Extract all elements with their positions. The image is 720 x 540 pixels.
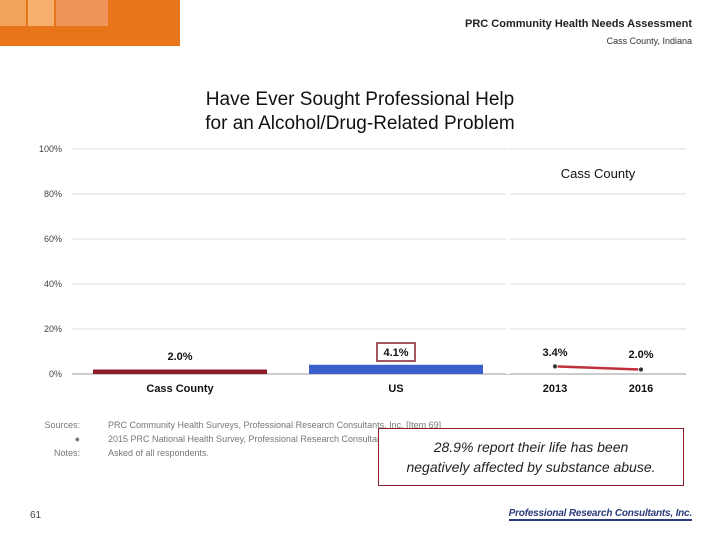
callout-line-1: 28.9% report their life has been bbox=[433, 439, 629, 455]
sources-text-2: 2015 PRC National Health Survey, Profess… bbox=[108, 434, 409, 444]
y-tick-label: 20% bbox=[44, 324, 62, 334]
chart-title-line-2: for an Alcohol/Drug-Related Problem bbox=[205, 113, 515, 134]
series-label: Cass County bbox=[561, 166, 636, 181]
trend-point bbox=[638, 366, 644, 373]
bar-data-label-box bbox=[376, 342, 416, 362]
bar-and-trend-chart: 0% 20% 40% 60% 80% 100% Cass County US 2.0% 4.1% 2… bbox=[39, 144, 686, 395]
x-year-label: 2016 bbox=[629, 383, 653, 395]
trend-line bbox=[554, 365, 642, 371]
callout-box: 28.9% report their life has been negativ… bbox=[378, 428, 684, 486]
sources-text-1: PRC Community Health Surveys, Profession… bbox=[108, 420, 442, 430]
x-category-label: US bbox=[388, 383, 403, 395]
bar-data-label: 2.0% bbox=[167, 351, 192, 363]
banner-square bbox=[56, 0, 108, 26]
callout-line-2: negatively affected by substance abuse. bbox=[406, 459, 656, 475]
chart-title-line-1: Have Ever Sought Professional Help bbox=[205, 89, 515, 110]
bar-data-label: 4.1% bbox=[383, 347, 408, 359]
bullet: ● bbox=[74, 434, 80, 444]
page-number: 61 bbox=[30, 510, 42, 521]
x-category-label: Cass County bbox=[146, 383, 214, 395]
bar bbox=[309, 364, 483, 374]
x-year-label: 2013 bbox=[543, 383, 567, 395]
y-tick-label: 80% bbox=[44, 189, 62, 199]
y-tick-label: 100% bbox=[39, 144, 62, 154]
company-logo: Professional Research Consultants, Inc. bbox=[508, 508, 692, 521]
header-banner bbox=[0, 0, 180, 46]
trend-data-label: 3.4% bbox=[542, 347, 567, 359]
report-title: PRC Community Health Needs Assessment bbox=[465, 18, 692, 30]
report-subtitle: Cass County, Indiana bbox=[606, 36, 692, 46]
y-tick-label: 0% bbox=[49, 369, 62, 379]
y-tick-label: 60% bbox=[44, 234, 62, 244]
banner-square bbox=[28, 0, 54, 26]
chart-title: Have Ever Sought Professional Help for a… bbox=[150, 88, 570, 136]
sources-label: Sources: bbox=[44, 420, 80, 430]
trend-point bbox=[552, 363, 558, 370]
notes-label: Notes: bbox=[53, 448, 80, 458]
trend-data-label: 2.0% bbox=[628, 349, 653, 361]
notes-text-1: Asked of all respondents. bbox=[108, 448, 210, 458]
bar bbox=[93, 369, 267, 374]
banner-square bbox=[0, 0, 26, 26]
y-tick-label: 40% bbox=[44, 279, 62, 289]
